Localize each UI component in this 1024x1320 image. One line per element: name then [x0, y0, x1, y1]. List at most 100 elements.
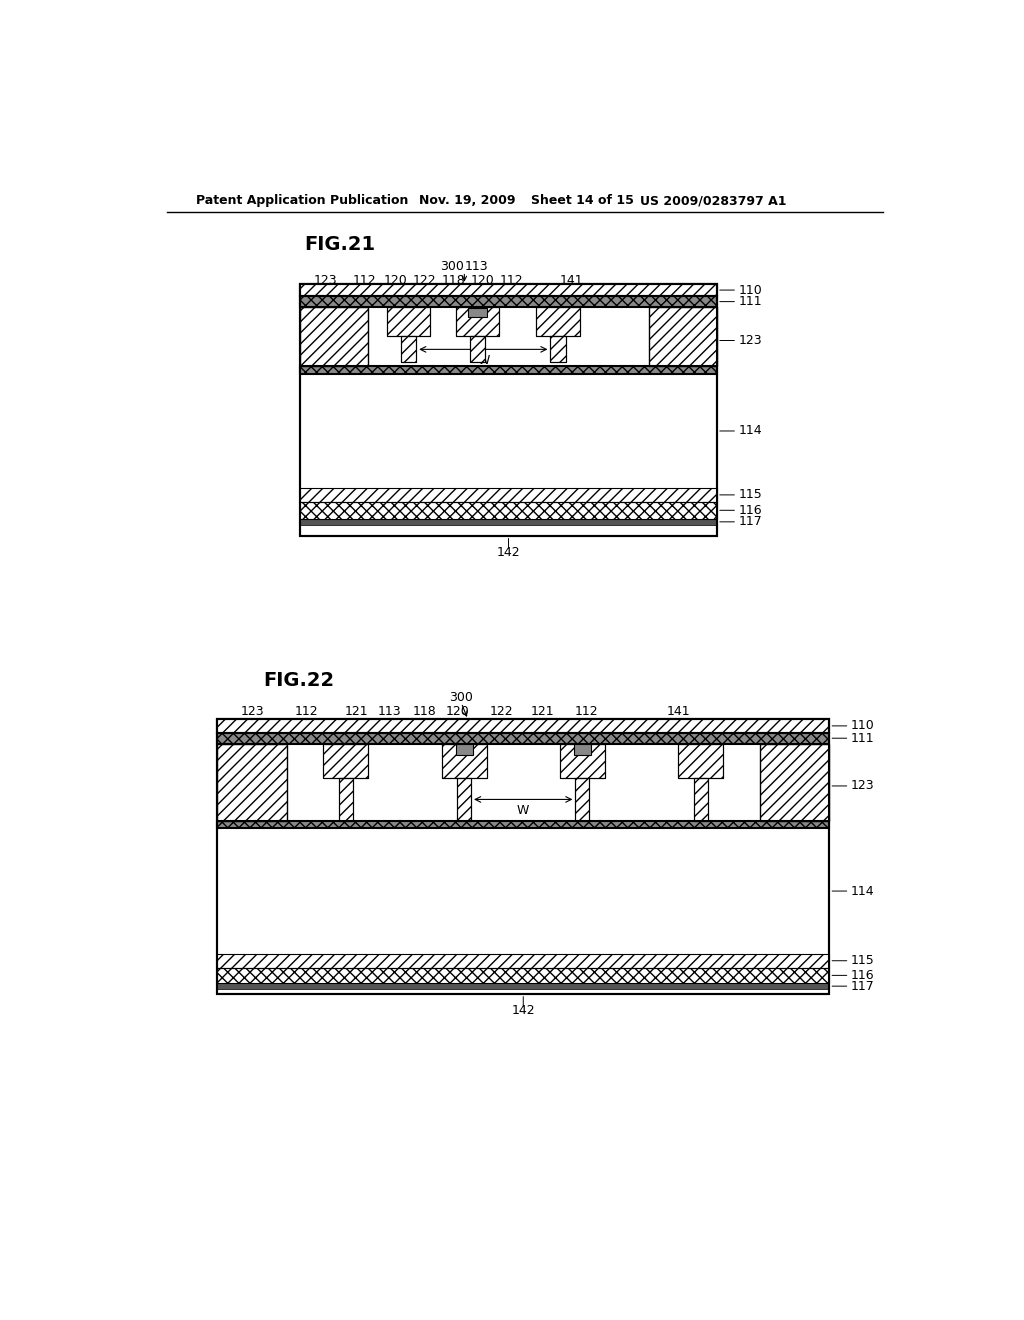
Bar [217, 743, 829, 829]
Bar [217, 743, 287, 821]
Bar [300, 374, 717, 488]
Bar [649, 308, 717, 367]
Text: 123: 123 [313, 273, 338, 286]
Text: 112: 112 [295, 705, 318, 718]
Bar [470, 337, 485, 363]
Text: 142: 142 [511, 1005, 536, 1018]
Bar [217, 968, 829, 983]
Text: 112: 112 [575, 705, 599, 718]
Bar [457, 779, 471, 821]
Bar [300, 284, 717, 536]
Text: 115: 115 [738, 488, 763, 502]
Bar [575, 779, 590, 821]
Bar [217, 821, 829, 829]
Bar [300, 367, 717, 374]
Bar [300, 488, 717, 502]
Bar [217, 743, 287, 821]
Text: 120: 120 [471, 273, 495, 286]
Text: 115: 115 [851, 954, 874, 968]
Bar [287, 743, 760, 821]
Bar [300, 502, 717, 519]
Bar [560, 743, 605, 779]
Bar [387, 308, 430, 337]
Bar [760, 743, 829, 821]
Text: 121: 121 [345, 705, 369, 718]
Bar [550, 337, 566, 363]
Text: 123: 123 [851, 779, 874, 792]
Bar [300, 502, 717, 519]
Text: 141: 141 [667, 705, 690, 718]
Bar [387, 308, 430, 337]
Bar [560, 743, 605, 779]
Text: Patent Application Publication: Patent Application Publication [197, 194, 409, 207]
Bar [217, 733, 829, 743]
Text: W: W [517, 804, 529, 817]
Bar [573, 744, 591, 755]
Bar [468, 308, 486, 317]
Text: 114: 114 [851, 884, 874, 898]
Text: 123: 123 [241, 705, 264, 718]
Bar [678, 743, 723, 779]
Bar [300, 367, 717, 374]
Bar [339, 779, 353, 821]
Bar [324, 743, 369, 779]
Bar [217, 719, 829, 733]
Bar [678, 743, 723, 779]
Bar [575, 779, 590, 821]
Text: 117: 117 [738, 515, 763, 528]
Bar [693, 779, 708, 821]
Text: Sheet 14 of 15: Sheet 14 of 15 [531, 194, 634, 207]
Bar [300, 284, 717, 536]
Bar [537, 308, 580, 337]
Text: 111: 111 [738, 296, 762, 308]
Bar [217, 719, 829, 994]
Bar [550, 337, 566, 363]
Text: 121: 121 [530, 705, 554, 718]
Text: 120: 120 [445, 705, 469, 718]
Bar [300, 308, 717, 374]
Text: 110: 110 [851, 719, 874, 733]
Text: W: W [477, 354, 489, 367]
Bar [339, 779, 353, 821]
Text: FIG.21: FIG.21 [305, 235, 376, 255]
Bar [324, 743, 369, 779]
Bar [457, 779, 471, 821]
Text: US 2009/0283797 A1: US 2009/0283797 A1 [640, 194, 786, 207]
Bar [300, 284, 717, 296]
Bar [456, 308, 500, 337]
Text: 114: 114 [738, 425, 762, 437]
Text: 113: 113 [378, 705, 401, 718]
Text: 300: 300 [450, 690, 473, 704]
Bar [537, 308, 580, 337]
Bar [456, 308, 500, 337]
Bar [300, 284, 717, 296]
Bar [470, 337, 485, 363]
Text: 118: 118 [413, 705, 436, 718]
Text: 111: 111 [851, 731, 874, 744]
Text: 300: 300 [440, 260, 464, 273]
Bar [649, 308, 717, 367]
Text: 116: 116 [851, 969, 874, 982]
Text: 122: 122 [413, 273, 436, 286]
Text: 112: 112 [500, 273, 523, 286]
Bar [300, 308, 369, 367]
Text: 120: 120 [384, 273, 408, 286]
Text: 110: 110 [738, 284, 763, 297]
Bar [400, 337, 417, 363]
Text: 116: 116 [738, 504, 762, 517]
Bar [217, 733, 829, 743]
Bar [441, 743, 486, 779]
Bar [217, 829, 829, 954]
Text: 117: 117 [851, 979, 874, 993]
Text: Nov. 19, 2009: Nov. 19, 2009 [419, 194, 515, 207]
Text: 141: 141 [559, 273, 583, 286]
Bar [217, 719, 829, 733]
Bar [400, 337, 417, 363]
Bar [369, 308, 649, 367]
Bar [217, 954, 829, 968]
Bar [217, 954, 829, 968]
Bar [441, 743, 486, 779]
Bar [217, 821, 829, 829]
Bar [300, 296, 717, 308]
Bar [300, 488, 717, 502]
